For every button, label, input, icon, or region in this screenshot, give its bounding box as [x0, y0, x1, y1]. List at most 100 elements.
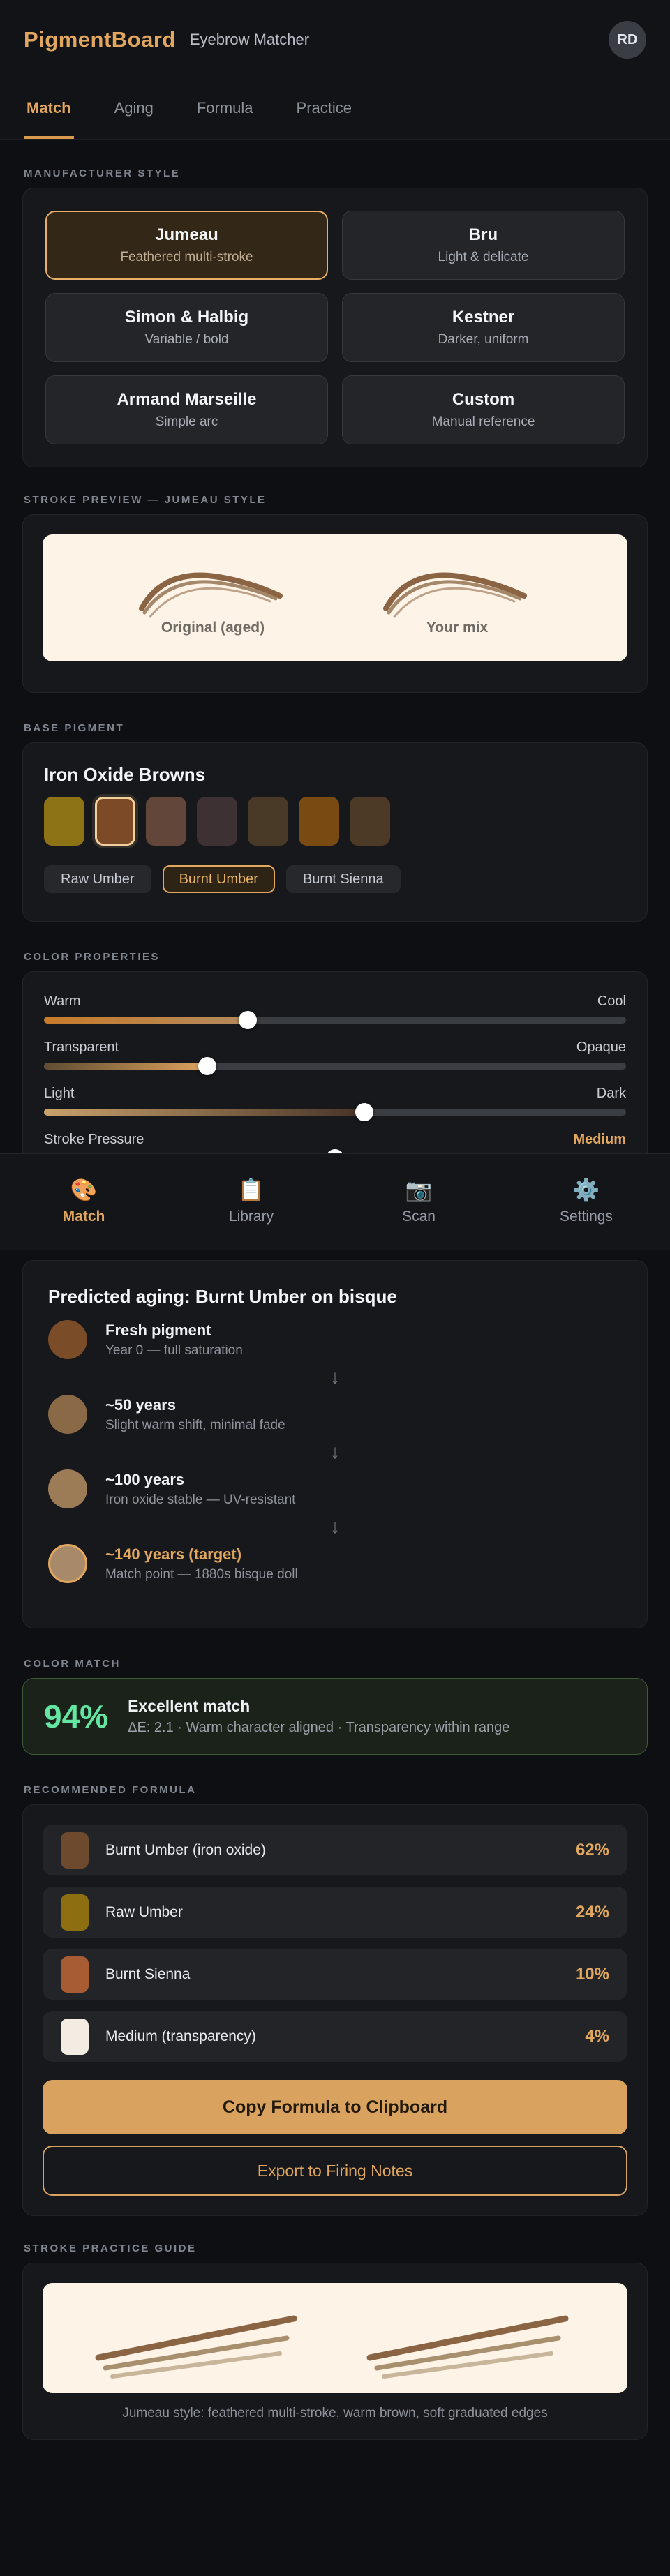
- nav-item-settings[interactable]: ⚙️ Settings: [502, 1154, 670, 1250]
- formula-row-medium-transparency: Medium (transparency) 4%: [43, 2011, 627, 2062]
- tab-bar: Match Aging Formula Practice: [0, 80, 670, 140]
- pigment-swatch-3[interactable]: [146, 797, 186, 846]
- manufacturer-option-name: Armand Marseille: [117, 390, 257, 409]
- nav-item-library[interactable]: 📋 Library: [168, 1154, 335, 1250]
- slider-thumb-transparent[interactable]: [198, 1057, 216, 1075]
- slider-row-warm: Warm Cool: [44, 993, 626, 1029]
- practice-strokes-left: [95, 2315, 297, 2379]
- aging-step-swatch: [48, 1320, 87, 1359]
- manufacturer-option-bru[interactable]: Bru Light & delicate: [342, 211, 625, 280]
- library-icon: 📋: [237, 1178, 265, 1202]
- slider-track-transparent[interactable]: [44, 1057, 626, 1075]
- formula-swatch: [61, 1894, 89, 1931]
- nav-item-label: Settings: [560, 1208, 613, 1225]
- pigment-chip-burnt-umber[interactable]: Burnt Umber: [162, 865, 275, 893]
- manufacturer-style-card: Jumeau Feathered multi-stroke Bru Light …: [22, 188, 648, 467]
- aging-arrow-icon: ↓: [330, 1365, 340, 1388]
- pigment-swatch-5[interactable]: [248, 797, 288, 846]
- slider-labels: Light Dark: [44, 1085, 626, 1102]
- aging-step-3: ~100 years Iron oxide stable — UV-resist…: [48, 1469, 622, 1508]
- pigment-swatch-7[interactable]: [350, 797, 390, 846]
- manufacturer-option-armand-marseille[interactable]: Armand Marseille Simple arc: [45, 375, 328, 444]
- formula-row-burnt-umber-iron-oxide: Burnt Umber (iron oxide) 62%: [43, 1825, 627, 1875]
- brow-your-mix-drawing: [383, 572, 527, 618]
- aging-step-swatch: [48, 1469, 87, 1508]
- formula-row-raw-umber: Raw Umber 24%: [43, 1887, 627, 1938]
- pigment-chip-burnt-sienna[interactable]: Burnt Sienna: [285, 865, 401, 893]
- aging-arrow-icon: ↓: [330, 1440, 340, 1462]
- aging-step-subtitle: Match point — 1880s bisque doll: [105, 1566, 298, 1582]
- formula-label: Burnt Sienna: [105, 1965, 191, 1982]
- aging-step-title: ~50 years: [105, 1395, 176, 1414]
- aging-step-text: ~50 years Slight warm shift, minimal fad…: [105, 1396, 285, 1433]
- brow-your-mix-label: Your mix: [426, 620, 489, 636]
- pigment-swatch-row: [44, 797, 626, 846]
- pigment-swatch-4[interactable]: [197, 797, 237, 846]
- avatar[interactable]: RD: [609, 21, 646, 59]
- slider-fill: [44, 1017, 248, 1024]
- slider-fill: [44, 1063, 207, 1070]
- pigment-chip-row: Raw Umber Burnt Umber Burnt Sienna: [44, 865, 626, 893]
- tab-match[interactable]: Match: [24, 80, 74, 139]
- slider-right-label: Dark: [596, 1086, 626, 1101]
- tab-aging[interactable]: Aging: [114, 99, 154, 117]
- base-pigment-card: Iron Oxide Browns Raw Umber Burnt Umber Bu…: [22, 742, 648, 922]
- slider-left-label: Stroke Pressure: [44, 1132, 144, 1147]
- slider-track-light[interactable]: [44, 1103, 626, 1121]
- stroke-practice-panel: [43, 2283, 627, 2393]
- practice-strokes-right: [366, 2315, 568, 2379]
- match-details: ΔE: 2.1 · Warm character aligned · Trans…: [128, 1720, 510, 1735]
- aging-step-title: ~100 years: [105, 1470, 185, 1488]
- export-firing-notes-button[interactable]: Export to Firing Notes: [43, 2146, 627, 2196]
- formula-label: Medium (transparency): [105, 2028, 256, 2044]
- section-label-stroke-preview: STROKE PREVIEW — JUMEAU STYLE: [24, 494, 267, 506]
- slider-right-label: Opaque: [576, 1040, 626, 1055]
- pigment-chip-raw-umber[interactable]: Raw Umber: [44, 865, 151, 893]
- formula-swatch: [61, 1832, 89, 1869]
- nav-item-label: Library: [228, 1208, 274, 1225]
- slider-track-warm[interactable]: [44, 1011, 626, 1029]
- nav-item-scan[interactable]: 📷 Scan: [335, 1154, 502, 1250]
- stroke-preview-panel: Original (aged) Your mix: [43, 534, 627, 661]
- bottom-nav: 🎨 Match 📋 Library 📷 Scan ⚙️ Settings: [0, 1153, 670, 1250]
- aging-step-subtitle: Slight warm shift, minimal fade: [105, 1417, 285, 1432]
- tab-practice[interactable]: Practice: [296, 99, 352, 117]
- manufacturer-option-kestner[interactable]: Kestner Darker, uniform: [342, 293, 625, 362]
- brow-your-mix: Your mix: [373, 560, 541, 636]
- tab-formula[interactable]: Formula: [196, 99, 253, 117]
- manufacturer-option-simon-halbig[interactable]: Simon & Halbig Variable / bold: [45, 293, 328, 362]
- stroke-practice-caption: Jumeau style: feathered multi-stroke, wa…: [122, 2406, 548, 2420]
- section-label-color-properties: COLOR PROPERTIES: [24, 951, 161, 963]
- manufacturer-option-desc: Variable / bold: [144, 332, 229, 347]
- manufacturer-option-desc: Light & delicate: [438, 250, 529, 264]
- pigment-swatch-2[interactable]: [95, 797, 135, 846]
- manufacturer-option-desc: Simple arc: [155, 414, 218, 429]
- section-label-recommended-formula: RECOMMENDED FORMULA: [24, 1784, 197, 1796]
- manufacturer-option-name: Bru: [468, 225, 498, 244]
- scan-icon: 📷: [405, 1178, 433, 1202]
- aging-step-4: ~140 years (target) Match point — 1880s …: [48, 1544, 622, 1583]
- manufacturer-option-custom[interactable]: Custom Manual reference: [342, 375, 625, 444]
- slider-thumb-warm[interactable]: [238, 1011, 257, 1029]
- formula-percent: 62%: [575, 1840, 609, 1859]
- manufacturer-option-jumeau[interactable]: Jumeau Feathered multi-stroke: [45, 211, 328, 280]
- aging-step-swatch: [48, 1395, 87, 1434]
- slider-thumb-light[interactable]: [355, 1103, 373, 1121]
- nav-item-match[interactable]: 🎨 Match: [0, 1154, 168, 1250]
- match-percent: 94%: [44, 1698, 109, 1735]
- match-text: Excellent match ΔE: 2.1 · Warm character…: [128, 1697, 509, 1736]
- aging-step-subtitle: Iron oxide stable — UV-resistant: [105, 1492, 296, 1507]
- pigment-swatch-6[interactable]: [299, 797, 339, 846]
- pigment-swatch-1[interactable]: [44, 797, 84, 846]
- slider-labels: Warm Cool: [44, 993, 626, 1010]
- formula-row-burnt-sienna: Burnt Sienna 10%: [43, 1949, 627, 2000]
- aging-arrow-icon: ↓: [330, 1515, 340, 1537]
- match-icon: 🎨: [70, 1178, 98, 1202]
- slider-left-label: Warm: [44, 994, 81, 1009]
- copy-formula-button[interactable]: Copy Formula to Clipboard: [43, 2080, 627, 2134]
- slider-left-label: Light: [44, 1086, 75, 1101]
- brow-original: Original (aged): [129, 560, 297, 636]
- color-properties-card: Warm Cool Transparent Opaque Light Dark: [22, 971, 648, 1183]
- match-title: Excellent match: [128, 1697, 251, 1715]
- aging-step-swatch: [48, 1544, 87, 1583]
